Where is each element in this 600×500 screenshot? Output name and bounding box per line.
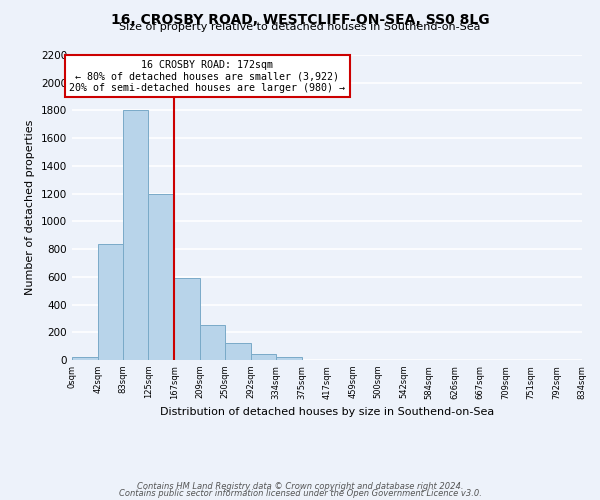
X-axis label: Distribution of detached houses by size in Southend-on-Sea: Distribution of detached houses by size … <box>160 407 494 417</box>
Bar <box>72 356 98 360</box>
Y-axis label: Number of detached properties: Number of detached properties <box>25 120 35 295</box>
Bar <box>200 324 226 360</box>
Text: Contains public sector information licensed under the Open Government Licence v3: Contains public sector information licen… <box>119 489 481 498</box>
Bar <box>98 244 124 360</box>
Text: 16, CROSBY ROAD, WESTCLIFF-ON-SEA, SS0 8LG: 16, CROSBY ROAD, WESTCLIFF-ON-SEA, SS0 8… <box>110 12 490 26</box>
Bar <box>174 278 200 360</box>
Bar <box>148 194 174 360</box>
Bar <box>225 342 251 360</box>
Text: Size of property relative to detached houses in Southend-on-Sea: Size of property relative to detached ho… <box>119 22 481 32</box>
Bar <box>276 356 302 360</box>
Text: Contains HM Land Registry data © Crown copyright and database right 2024.: Contains HM Land Registry data © Crown c… <box>137 482 463 491</box>
Bar <box>123 110 148 360</box>
Bar <box>251 354 276 360</box>
Text: 16 CROSBY ROAD: 172sqm
← 80% of detached houses are smaller (3,922)
20% of semi-: 16 CROSBY ROAD: 172sqm ← 80% of detached… <box>69 60 345 93</box>
